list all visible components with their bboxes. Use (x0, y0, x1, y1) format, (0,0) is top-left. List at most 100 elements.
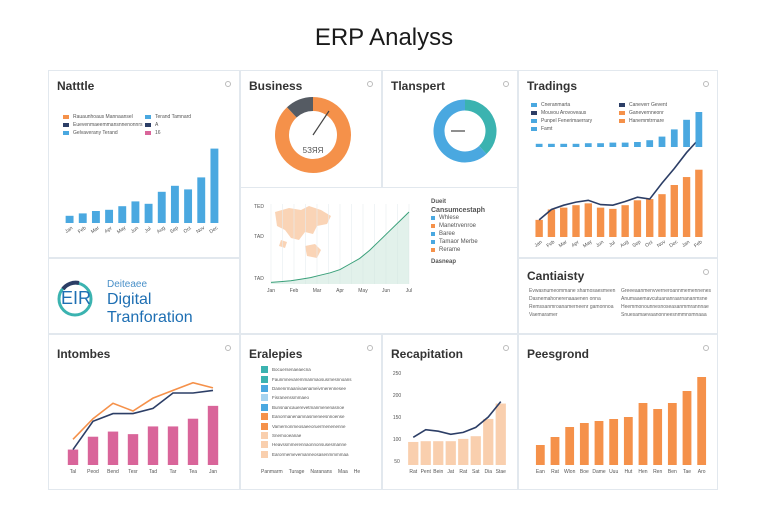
menu-icon[interactable] (703, 269, 709, 275)
blue-bar (609, 142, 617, 147)
gauge-label: 5ЗЯЯ (303, 146, 324, 155)
bar (65, 215, 74, 223)
blue-bar (584, 143, 592, 147)
chart-transport (433, 99, 497, 163)
tick-label: Nov (195, 225, 206, 235)
blue-bar (548, 143, 555, 147)
tick-label: Jan (209, 469, 217, 475)
series-line (72, 381, 214, 440)
tick-label: Hut (624, 469, 632, 475)
chart-recapitation: 250 200 150 100 50 Rat Pent Bein Jat Rat Sat Dia Sta… (393, 371, 506, 475)
legend: Cneranmarta Mouvou Arovoveaus Punpel Fen… (531, 101, 592, 133)
panel-peesgrond: Peesgrond Ean Rat Wlon Boe Dame Uuu Hut Hen Ren B… (518, 334, 718, 490)
tick-label: Jun (382, 288, 390, 294)
pie-slice (275, 97, 351, 173)
world-map (275, 206, 331, 258)
tick-label: 200 (393, 393, 402, 399)
tick-label: Jan (64, 225, 74, 235)
panel-recapitation: Recapitation 250 200 150 100 50 Rat Pent Bein Ja… (382, 334, 518, 490)
side-title-2: Cansumcestaph (431, 206, 486, 214)
bar (596, 207, 605, 237)
panel-natttle: Natttle Rauaunhoaus Mannaansel Euevenmae… (48, 70, 240, 258)
bar (157, 191, 166, 223)
blue-bar (560, 143, 568, 147)
tick-label: Dame (592, 469, 606, 475)
bar (560, 207, 568, 237)
tick-label: Wlon (564, 469, 576, 475)
menu-icon[interactable] (225, 81, 231, 87)
tick-label: Pent (421, 469, 432, 475)
menu-icon[interactable] (503, 345, 509, 351)
tick-label: May (116, 225, 128, 236)
tick-label: Sat (472, 469, 480, 475)
panel-tradings: Tradings Cneranmarta Mouvou Arovoveaus P… (518, 70, 718, 258)
tick-label: Apr (336, 288, 344, 294)
text-left: Evwasnumeommane sharnosaesmeen Dasnemaho… (529, 288, 616, 318)
tick-label: Mar (313, 288, 322, 294)
panel-title: Tlanspert (391, 79, 446, 93)
bar (167, 426, 179, 465)
tick-label: Tar (170, 469, 177, 475)
tick-label: Hen (638, 469, 647, 475)
tick-label: Tae (683, 469, 691, 475)
bar (584, 203, 592, 237)
bar (535, 445, 545, 465)
text-right: Greeeaanmenvverneroannmemennenes Anumaae… (621, 288, 712, 318)
bar (127, 434, 139, 465)
panel-business: Business 5ЗЯЯ (240, 70, 382, 188)
tick-label: Rat (459, 469, 467, 475)
panel-title: Recapitation (391, 347, 464, 361)
blue-bar (658, 136, 666, 147)
pie-slice (464, 99, 497, 154)
tick-label: Tea (189, 469, 197, 475)
tick-label: Mar (558, 239, 569, 249)
bar (67, 449, 79, 465)
tick-label: Aro (698, 469, 706, 475)
menu-icon[interactable] (367, 81, 373, 87)
area-fill (271, 212, 409, 284)
tick-label: Oct (644, 239, 654, 249)
bar (131, 201, 140, 223)
tick-label: TAD (254, 276, 264, 282)
bar (565, 427, 575, 465)
bar (670, 185, 678, 237)
series-line (538, 138, 700, 221)
tick-label: Jul (406, 288, 412, 294)
menu-icon[interactable] (503, 81, 509, 87)
bar (118, 206, 127, 223)
tick-label: Sep (631, 239, 642, 249)
bar (682, 177, 691, 237)
bar (682, 391, 692, 465)
menu-icon[interactable] (703, 81, 709, 87)
tick-label: Aug (156, 225, 167, 235)
panel-transport: Tlanspert (382, 70, 518, 188)
menu-icon[interactable] (225, 345, 231, 351)
blue-bar (535, 143, 543, 147)
bar (87, 436, 99, 465)
bar (609, 419, 619, 465)
tick-label: Dia (484, 469, 492, 475)
bar (653, 409, 663, 465)
menu-icon[interactable] (703, 345, 709, 351)
tick-label: Apr (104, 225, 114, 235)
blue-bar (597, 143, 604, 147)
panel-map: TED TAD TAD Jan Feb Mar Apr May Jun Jul Dueit Can… (240, 188, 518, 334)
bar (695, 169, 703, 237)
series-line (270, 211, 410, 283)
tick-label: Oct (183, 225, 193, 235)
chart-business: 5ЗЯЯ (275, 97, 351, 173)
bar (91, 211, 100, 223)
tick-label: Tad (149, 469, 157, 475)
tick-label: Jul (144, 226, 153, 235)
legend: Rauaunhoaus Mannaansel Euevenmaeemmansnn… (63, 113, 143, 137)
bar (445, 441, 456, 465)
bar (535, 219, 543, 237)
series-line (412, 401, 502, 439)
menu-icon[interactable] (367, 345, 373, 351)
bar (609, 208, 617, 237)
tick-label: May (358, 288, 368, 294)
tick-label: Boe (580, 469, 589, 475)
bar (579, 423, 589, 465)
tick-label: Apr (571, 239, 581, 249)
chart-tradings: Jan Feb Mar Apr May Jun Jul Aug Sep Oct Nov Dec Jan F… (534, 112, 704, 249)
